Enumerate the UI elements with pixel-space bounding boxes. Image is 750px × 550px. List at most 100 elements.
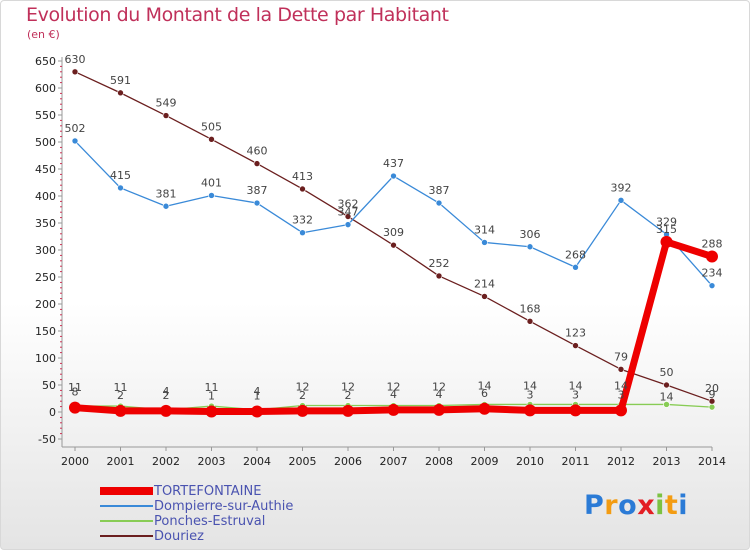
data-label-tortefontaine: 4 (436, 388, 443, 401)
legend-swatch-douriez (100, 535, 153, 537)
data-label-ponches-estruval: 11 (68, 381, 82, 394)
axes: -500501001502002503003504004505005506006… (35, 55, 726, 468)
y-tick-label: 500 (35, 136, 56, 149)
data-label-douriez: 413 (292, 170, 313, 183)
data-point-tortefontaine (524, 404, 536, 417)
data-label-ponches-estruval: 14 (478, 379, 492, 392)
data-label-dompierre-sur-authie: 387 (429, 184, 450, 197)
series-layer (69, 68, 718, 418)
data-point-ponches-estruval (708, 403, 716, 411)
data-label-tortefontaine: 3 (618, 388, 625, 401)
data-point-dompierre-sur-authie (71, 137, 79, 145)
data-point-dompierre-sur-authie (708, 282, 716, 289)
data-point-dompierre-sur-authie (572, 263, 579, 271)
data-label-ponches-estruval: 4 (254, 385, 261, 398)
brand-letter: r (604, 490, 619, 521)
brand-letter: P (584, 490, 605, 521)
data-label-dompierre-sur-authie: 347 (338, 206, 359, 219)
data-label-tortefontaine: 8 (72, 386, 79, 399)
data-label-dompierre-sur-authie: 329 (656, 215, 677, 228)
data-label-ponches-estruval: 12 (341, 381, 355, 394)
data-point-douriez (162, 112, 170, 119)
data-label-tortefontaine: 315 (656, 223, 677, 236)
data-label-dompierre-sur-authie: 502 (65, 122, 86, 135)
data-point-douriez (663, 381, 670, 389)
data-label-dompierre-sur-authie: 401 (201, 176, 222, 189)
data-point-dompierre-sur-authie (208, 192, 215, 199)
data-point-tortefontaine (660, 235, 673, 248)
data-point-dompierre-sur-authie (162, 202, 170, 210)
data-label-douriez: 362 (338, 198, 359, 211)
data-point-douriez (253, 160, 261, 167)
data-label-dompierre-sur-authie: 392 (611, 181, 632, 194)
data-label-tortefontaine: 2 (299, 389, 306, 402)
data-point-tortefontaine (615, 404, 627, 417)
data-label-douriez: 505 (201, 120, 222, 133)
data-label-ponches-estruval: 4 (163, 385, 170, 398)
data-point-dompierre-sur-authie (253, 199, 261, 207)
y-tick-label: 350 (35, 217, 56, 230)
data-point-tortefontaine (296, 404, 309, 417)
data-point-dompierre-sur-authie (299, 229, 306, 237)
y-tick-label: 300 (35, 244, 56, 257)
data-label-tortefontaine: 6 (481, 387, 488, 400)
x-tick-label: 2001 (107, 455, 135, 468)
data-point-douriez (71, 68, 79, 76)
data-label-tortefontaine: 2 (345, 389, 352, 402)
data-point-douriez (617, 366, 625, 373)
y-tick-label: 200 (35, 298, 56, 311)
data-label-tortefontaine: 2 (163, 389, 170, 402)
data-label-douriez: 549 (156, 97, 177, 110)
data-label-ponches-estruval: 12 (387, 381, 401, 394)
data-label-dompierre-sur-authie: 415 (110, 169, 131, 182)
x-tick-label: 2005 (289, 455, 317, 468)
data-label-douriez: 20 (705, 382, 719, 395)
data-point-douriez (481, 293, 488, 300)
data-point-douriez (117, 89, 124, 97)
data-point-tortefontaine (706, 250, 718, 263)
y-tick-label: 100 (35, 352, 56, 365)
data-point-tortefontaine (569, 404, 582, 417)
data-point-dompierre-sur-authie (390, 172, 397, 180)
y-tick-label: 600 (35, 82, 56, 95)
brand-letter: o (618, 490, 638, 521)
legend-label-dompierre-sur-authie: Dompierre-sur-Authie (154, 499, 294, 514)
data-point-dompierre-sur-authie (481, 239, 488, 246)
data-label-dompierre-sur-authie: 268 (565, 248, 586, 261)
x-tick-label: 2012 (607, 455, 635, 468)
data-point-dompierre-sur-authie (117, 184, 124, 192)
data-label-tortefontaine: 3 (572, 388, 579, 401)
y-tick-label: 250 (35, 271, 56, 284)
x-tick-label: 2008 (425, 455, 453, 468)
chart-title: Evolution du Montant de la Dette par Hab… (26, 4, 449, 26)
y-tick-label: 0 (49, 406, 56, 419)
legend-swatch-ponches-estruval (100, 520, 153, 522)
data-label-ponches-estruval: 14 (614, 379, 628, 392)
legend-swatch-dompierre-sur-authie (100, 505, 153, 507)
y-tick-label: 650 (35, 55, 56, 68)
data-label-tortefontaine: 1 (254, 389, 261, 402)
y-tick-label: -50 (38, 433, 56, 446)
y-tick-label: 50 (42, 379, 56, 392)
y-tick-label: 400 (35, 190, 56, 203)
data-label-dompierre-sur-authie: 234 (702, 267, 723, 280)
data-point-tortefontaine (160, 404, 172, 417)
data-label-tortefontaine: 3 (527, 388, 534, 401)
data-label-ponches-estruval: 14 (523, 379, 537, 392)
data-label-tortefontaine: 4 (390, 388, 397, 401)
data-label-douriez: 123 (565, 327, 586, 340)
data-label-douriez: 168 (520, 302, 541, 315)
data-label-tortefontaine: 288 (702, 237, 723, 250)
data-label-douriez: 591 (110, 74, 131, 87)
data-point-douriez (435, 272, 443, 280)
brand-letter: i (655, 490, 665, 521)
x-tick-label: 2013 (653, 455, 681, 468)
data-point-douriez (526, 317, 534, 325)
data-label-ponches-estruval: 12 (296, 381, 310, 394)
data-label-douriez: 79 (614, 350, 628, 363)
y-tick-label: 450 (35, 163, 56, 176)
data-point-tortefontaine (387, 403, 400, 416)
data-point-tortefontaine (478, 402, 491, 415)
y-tick-label: 550 (35, 109, 56, 122)
